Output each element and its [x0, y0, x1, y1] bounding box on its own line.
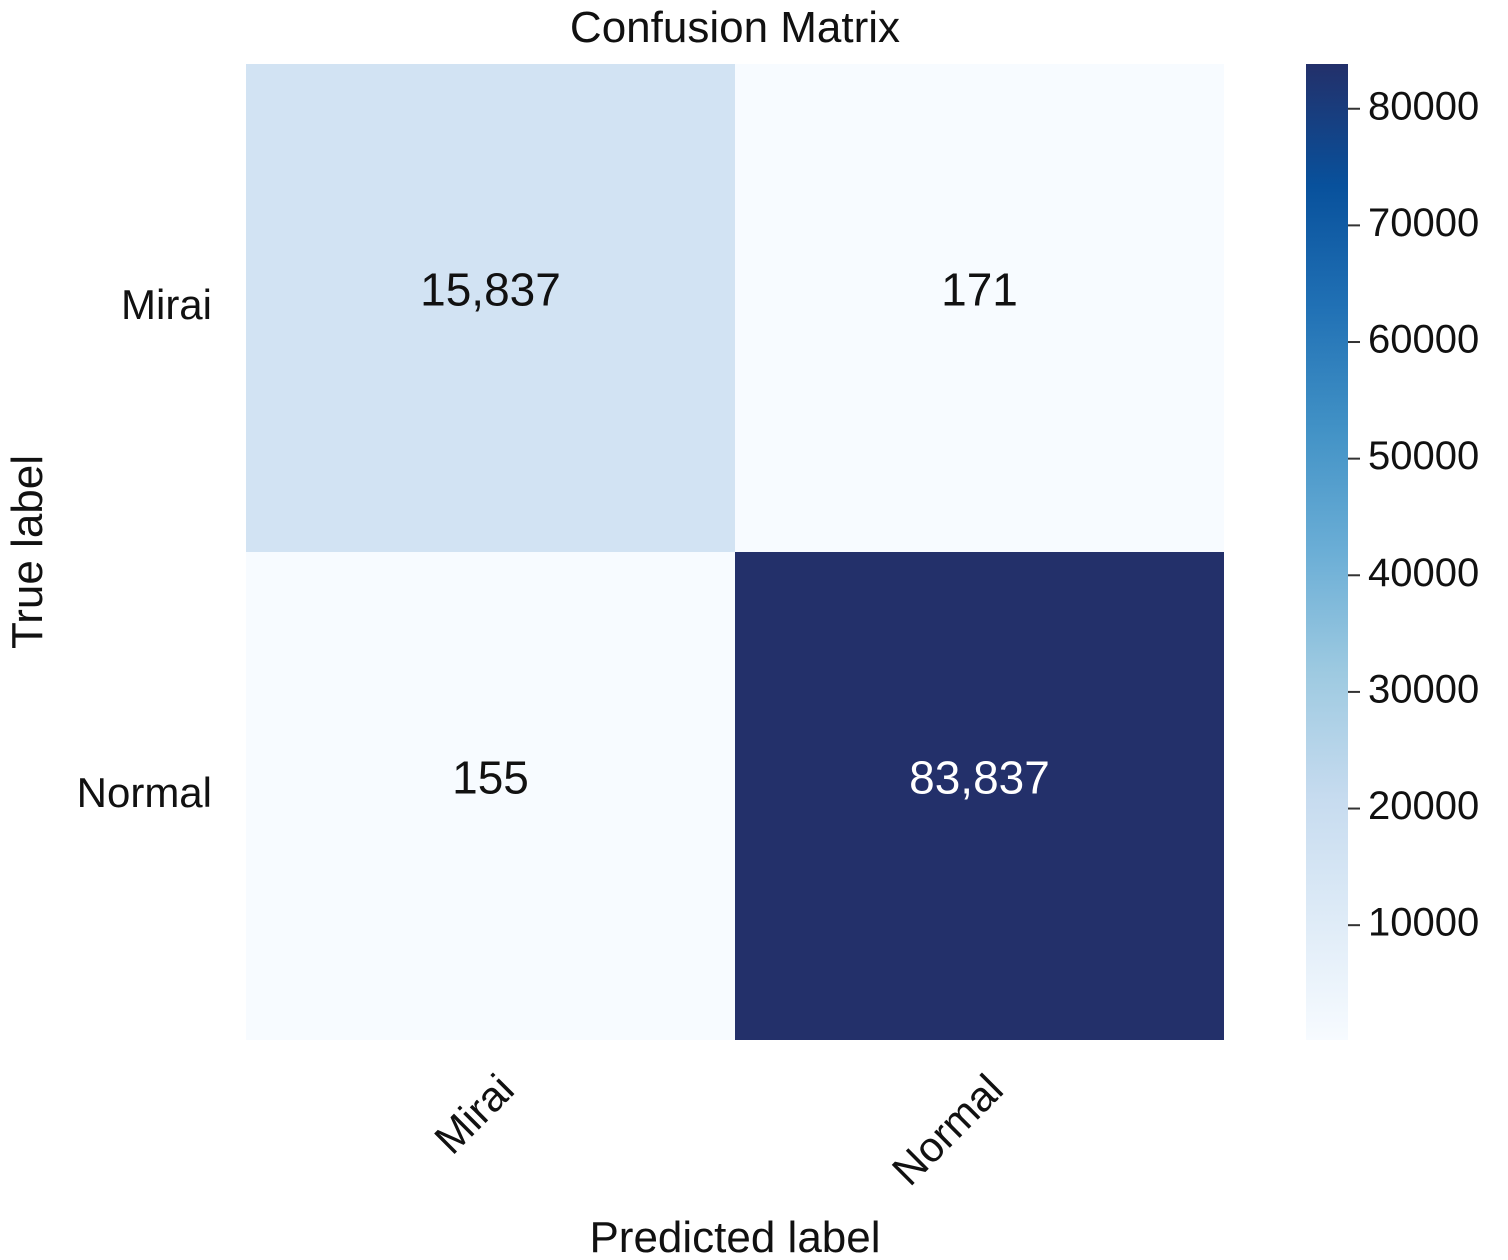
x-tick-label-1: Normal — [883, 1065, 1012, 1194]
heatmap-cell-0-0 — [246, 64, 735, 552]
colorbar-tick-label-4: 50000 — [1368, 434, 1479, 478]
colorbar-tick-label-3: 40000 — [1368, 551, 1479, 595]
y-tick-labels: Mirai Normal — [77, 281, 212, 816]
colorbar-tick-label-5: 60000 — [1368, 318, 1479, 362]
heatmap-cell-labels: 15,837 171 155 83,837 — [420, 264, 1050, 804]
colorbar-tick-label-7: 80000 — [1368, 84, 1479, 128]
chart-title: Confusion Matrix — [570, 3, 900, 52]
colorbar — [1306, 64, 1348, 1040]
cell-value-1-0: 155 — [452, 752, 529, 804]
heatmap-cell-1-1 — [735, 552, 1224, 1040]
y-tick-label-1: Normal — [77, 769, 212, 816]
colorbar-ticks: 10000 20000 30000 40000 50000 60000 70000 80000 — [1348, 84, 1479, 945]
x-axis-label: Predicted label — [589, 1213, 880, 1260]
y-tick-label-0: Mirai — [121, 281, 212, 328]
heatmap-cell-1-0 — [246, 552, 735, 1040]
x-tick-label-0: Mirai — [425, 1065, 523, 1163]
colorbar-tick-label-2: 30000 — [1368, 667, 1479, 711]
colorbar-tick-label-6: 70000 — [1368, 201, 1479, 245]
x-tick-labels: Mirai Normal — [425, 1065, 1012, 1194]
heatmap-cells — [246, 64, 1224, 1040]
heatmap-cell-0-1 — [735, 64, 1224, 552]
colorbar-tick-label-1: 20000 — [1368, 784, 1479, 828]
cell-value-0-0: 15,837 — [420, 264, 561, 316]
colorbar-tick-label-0: 10000 — [1368, 901, 1479, 945]
y-axis-label: True label — [3, 455, 52, 649]
cell-value-0-1: 171 — [941, 264, 1018, 316]
cell-value-1-1: 83,837 — [909, 752, 1050, 804]
